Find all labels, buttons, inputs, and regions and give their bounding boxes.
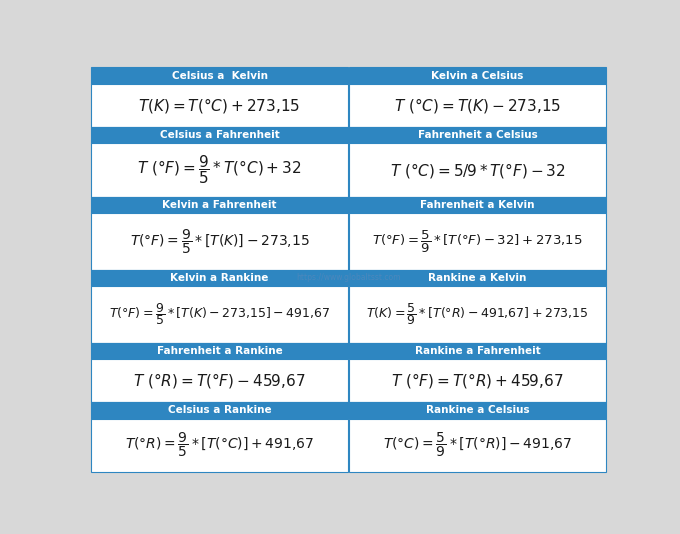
FancyBboxPatch shape: [91, 270, 347, 286]
Text: Kelvin a Rankine: Kelvin a Rankine: [170, 273, 269, 283]
Text: Celsius a Fahrenheit: Celsius a Fahrenheit: [160, 130, 279, 140]
Text: $T(\degree F) = \dfrac{5}{9}*[T(\degree F) - 32] + 273{,}15$: $T(\degree F) = \dfrac{5}{9}*[T(\degree …: [372, 229, 583, 255]
Text: $T\ (\degree F) = T(\degree R) + 459{,}67$: $T\ (\degree F) = T(\degree R) + 459{,}6…: [391, 371, 564, 390]
FancyBboxPatch shape: [91, 402, 347, 419]
FancyBboxPatch shape: [91, 213, 347, 270]
FancyBboxPatch shape: [91, 84, 347, 127]
FancyBboxPatch shape: [350, 343, 606, 359]
Text: Kelvin a Celsius: Kelvin a Celsius: [431, 70, 524, 81]
FancyBboxPatch shape: [350, 402, 606, 419]
FancyBboxPatch shape: [350, 84, 606, 127]
FancyBboxPatch shape: [350, 419, 606, 472]
Text: $T(\degree C) = \dfrac{5}{9}*[T(\degree R)] - 491{,}67$: $T(\degree C) = \dfrac{5}{9}*[T(\degree …: [383, 431, 572, 459]
Text: Kelvin a Fahrenheit: Kelvin a Fahrenheit: [163, 200, 277, 210]
Text: $T(\degree R) = \dfrac{9}{5}*[T(\degree C)] + 491{,}67$: $T(\degree R) = \dfrac{9}{5}*[T(\degree …: [125, 431, 314, 459]
Text: Rankine a Kelvin: Rankine a Kelvin: [428, 273, 527, 283]
FancyBboxPatch shape: [91, 359, 347, 402]
Text: $T\ (\degree C) = 5/9 * T(\degree F) - 32$: $T\ (\degree C) = 5/9 * T(\degree F) - 3…: [390, 161, 565, 179]
FancyBboxPatch shape: [350, 270, 606, 286]
Text: https://www.globaltsst.com: https://www.globaltsst.com: [296, 273, 401, 282]
FancyBboxPatch shape: [91, 197, 347, 213]
FancyBboxPatch shape: [91, 143, 347, 197]
Text: Rankine a Fahrenheit: Rankine a Fahrenheit: [415, 346, 541, 356]
FancyBboxPatch shape: [350, 67, 606, 84]
FancyBboxPatch shape: [350, 197, 606, 213]
Text: Rankine a Celsius: Rankine a Celsius: [426, 405, 529, 415]
FancyBboxPatch shape: [350, 359, 606, 402]
Text: Fahrenheit a Celsius: Fahrenheit a Celsius: [418, 130, 537, 140]
FancyBboxPatch shape: [91, 127, 347, 143]
Text: GlobalSST: GlobalSST: [262, 261, 435, 290]
FancyBboxPatch shape: [350, 143, 606, 197]
FancyBboxPatch shape: [350, 213, 606, 270]
FancyBboxPatch shape: [91, 67, 347, 84]
Text: Celsius a  Kelvin: Celsius a Kelvin: [171, 70, 267, 81]
Text: $T(\degree F) = \dfrac{9}{5}*[T(K)] - 273{,}15$: $T(\degree F) = \dfrac{9}{5}*[T(K)] - 27…: [130, 227, 309, 256]
Text: $T\ (\degree F) = \dfrac{9}{5}* T(\degree C) + 32$: $T\ (\degree F) = \dfrac{9}{5}* T(\degre…: [137, 154, 302, 186]
Text: $T\ (\degree R) = T(\degree F) - 459{,}67$: $T\ (\degree R) = T(\degree F) - 459{,}6…: [133, 371, 306, 390]
FancyBboxPatch shape: [91, 419, 347, 472]
Text: $T(K) = \dfrac{5}{9}*[T(\degree R) - 491{,}67] + 273{,}15$: $T(K) = \dfrac{5}{9}*[T(\degree R) - 491…: [366, 302, 589, 327]
Text: Fahrenheit a Rankine: Fahrenheit a Rankine: [156, 346, 282, 356]
Text: Fahrenheit a Kelvin: Fahrenheit a Kelvin: [420, 200, 534, 210]
Text: Celsius a Rankine: Celsius a Rankine: [168, 405, 271, 415]
FancyBboxPatch shape: [350, 286, 606, 343]
FancyBboxPatch shape: [350, 127, 606, 143]
Text: $T(\degree F) = \dfrac{9}{5}*[T(K) - 273{,}15] - 491{,}67$: $T(\degree F) = \dfrac{9}{5}*[T(K) - 273…: [109, 302, 330, 327]
Text: $T\ (\degree C) = T(K) - 273{,}15$: $T\ (\degree C) = T(K) - 273{,}15$: [394, 96, 561, 115]
Text: $T(K) = T(\degree C) + 273{,}15$: $T(K) = T(\degree C) + 273{,}15$: [139, 96, 301, 115]
FancyBboxPatch shape: [91, 286, 347, 343]
FancyBboxPatch shape: [91, 343, 347, 359]
